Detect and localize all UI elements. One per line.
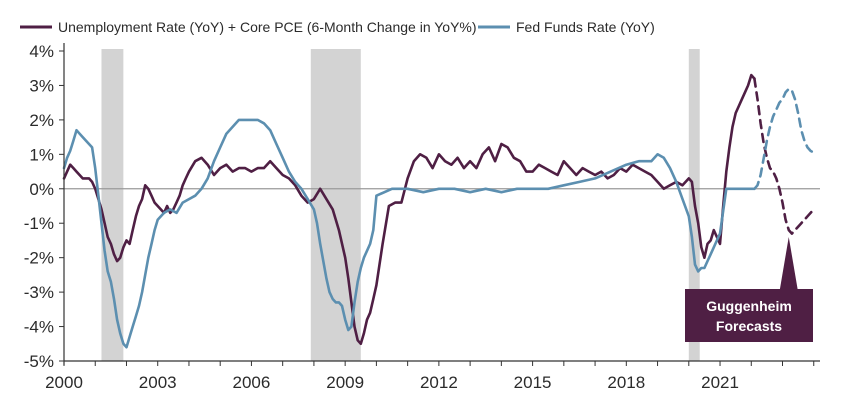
x-tick-label: 2012 (420, 373, 458, 392)
callout-text-line-2: Forecasts (716, 318, 782, 334)
y-tick-label: 0% (29, 180, 54, 199)
guggenheim-forecast-callout: Guggenheim Forecasts (685, 237, 813, 342)
callout-text-line-1: Guggenheim (706, 298, 792, 314)
x-tick-label: 2015 (514, 373, 552, 392)
y-tick-label: -2% (24, 249, 54, 268)
recession-bands (101, 49, 700, 361)
y-tick-label: 4% (29, 42, 54, 61)
series-line-fed_funds (62, 118, 756, 349)
x-tick-label: 2003 (139, 373, 177, 392)
series-line-fed_funds-forecast (753, 87, 816, 191)
series-lines (62, 73, 816, 349)
legend-label-unemployment-pce: Unemployment Rate (YoY) + Core PCE (6-Mo… (58, 19, 477, 35)
y-tick-label: -4% (24, 318, 54, 337)
x-tick-label: 2000 (45, 373, 83, 392)
y-tick-label: -5% (24, 352, 54, 371)
x-tick-label: 2006 (233, 373, 271, 392)
y-tick-label: 1% (29, 145, 54, 164)
axes: 4% 3% 2% 1% 0% -1% -2% -3% -4% -5% 2000 2003 2006 200… (24, 42, 820, 392)
y-tick-label: -1% (24, 214, 54, 233)
y-tick-label: 2% (29, 111, 54, 130)
x-tick-label: 2021 (701, 373, 739, 392)
series-line-unemployment_pce (62, 73, 756, 346)
x-tick-label: 2018 (607, 373, 645, 392)
callout-box (685, 289, 813, 342)
x-tick-label: 2009 (326, 373, 364, 392)
legend: Unemployment Rate (YoY) + Core PCE (6-Mo… (20, 19, 655, 35)
callout-pointer (779, 237, 798, 290)
y-tick-label: -3% (24, 283, 54, 302)
legend-label-fed-funds: Fed Funds Rate (YoY) (516, 19, 655, 35)
recession-band-1 (101, 49, 124, 361)
y-tick-label: 3% (29, 76, 54, 95)
